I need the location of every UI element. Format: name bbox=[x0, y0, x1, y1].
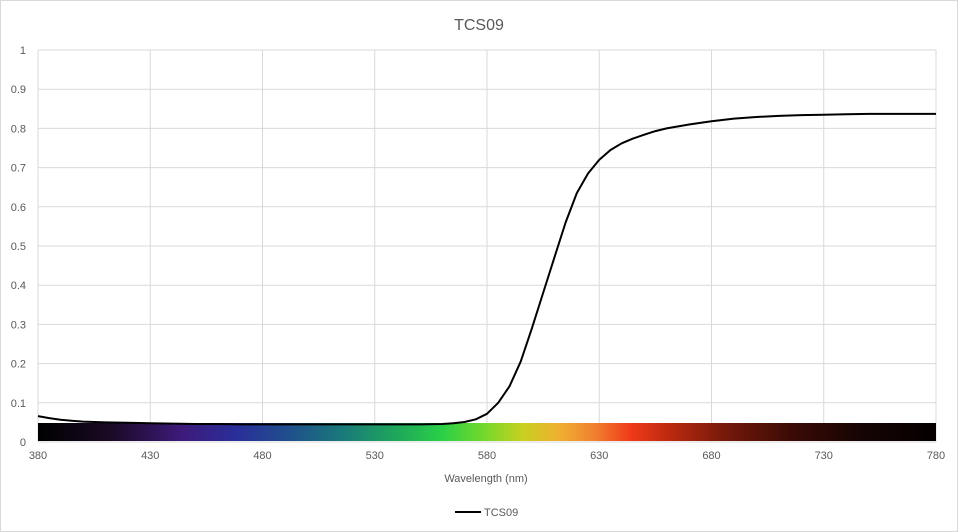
x-tick-label: 730 bbox=[815, 450, 833, 462]
x-tick-label: 480 bbox=[253, 450, 271, 462]
x-tick-label: 630 bbox=[590, 450, 608, 462]
grid bbox=[37, 49, 937, 443]
legend-label: TCS09 bbox=[484, 507, 518, 519]
x-tick-label: 780 bbox=[927, 450, 945, 462]
chart-title: TCS09 bbox=[454, 17, 504, 34]
y-tick-label: 0.5 bbox=[11, 241, 26, 253]
y-tick-label: 0.7 bbox=[11, 163, 26, 175]
x-tick-label: 430 bbox=[141, 450, 159, 462]
x-axis-ticks: 380 430 480 530 580 630 680 730 780 bbox=[29, 450, 945, 462]
y-tick-label: 0.6 bbox=[11, 202, 26, 214]
spectrum-bar bbox=[38, 423, 936, 441]
x-axis-title: Wavelength (nm) bbox=[444, 473, 527, 485]
legend: TCS09 bbox=[455, 507, 518, 519]
series-layer bbox=[37, 112, 936, 426]
y-tick-label: 0.1 bbox=[11, 398, 26, 410]
y-tick-label: 0.2 bbox=[11, 359, 26, 371]
x-tick-label: 530 bbox=[366, 450, 384, 462]
x-tick-label: 380 bbox=[29, 450, 47, 462]
x-tick-label: 580 bbox=[478, 450, 496, 462]
y-tick-label: 0.8 bbox=[11, 123, 26, 135]
y-tick-label: 0.3 bbox=[11, 319, 26, 331]
y-tick-label: 0 bbox=[20, 437, 26, 449]
y-tick-label: 0.9 bbox=[11, 84, 26, 96]
y-axis-ticks: 0 0.1 0.2 0.3 0.4 0.5 0.6 0.7 0.8 0.9 1 bbox=[11, 45, 26, 449]
series-line-tcs09 bbox=[37, 112, 936, 426]
y-tick-label: 0.4 bbox=[11, 280, 26, 292]
x-tick-label: 680 bbox=[702, 450, 720, 462]
y-tick-label: 1 bbox=[20, 45, 26, 57]
